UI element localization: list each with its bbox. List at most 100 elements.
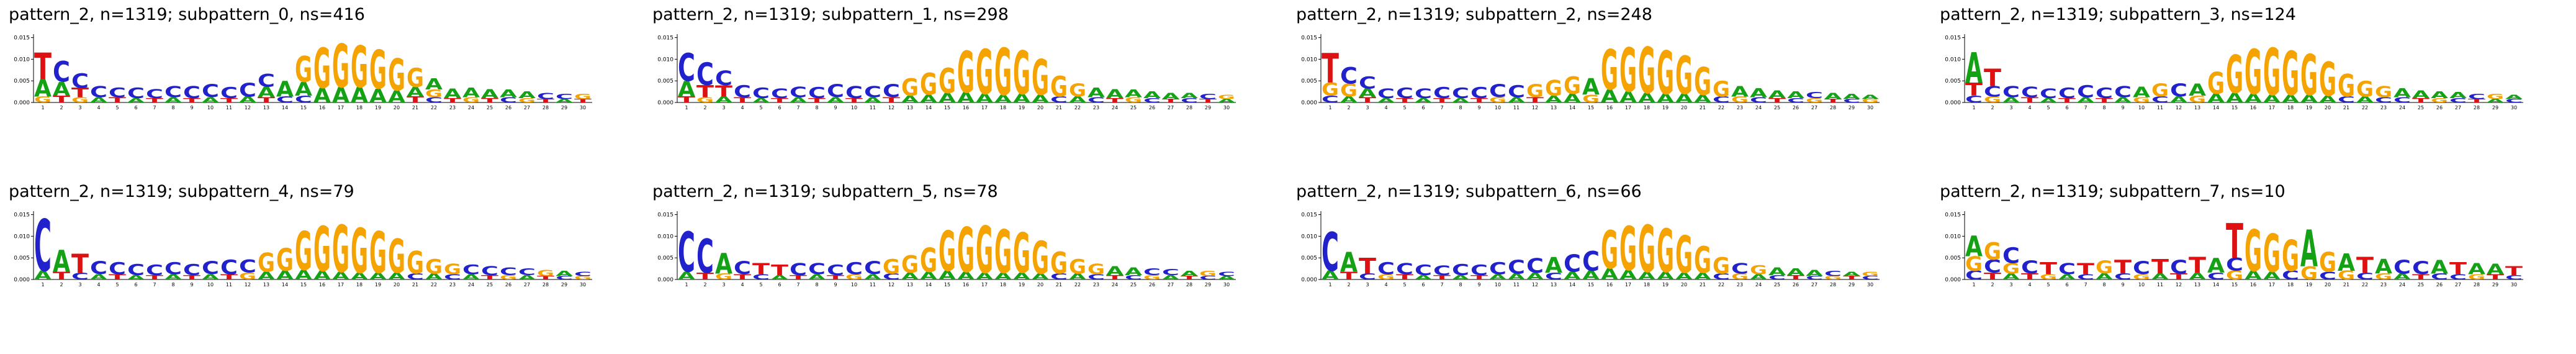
- svg-text:A: A: [1508, 96, 1525, 104]
- x-tick-label: 14: [1569, 105, 1575, 111]
- svg-text:C: C: [771, 86, 788, 101]
- logo-letter-A: A: [1106, 88, 1124, 101]
- logo-letter-A: A: [1069, 95, 1086, 105]
- x-tick-label: 1: [1972, 282, 1975, 288]
- svg-text:A: A: [2338, 250, 2356, 277]
- svg-text:T: T: [2505, 265, 2523, 278]
- logo-letter-G: G: [1713, 76, 1730, 102]
- logo-letter-A: A: [715, 95, 732, 105]
- logo-letter-G: G: [2468, 273, 2485, 281]
- svg-text:C: C: [127, 85, 145, 102]
- logo-letter-T: T: [2077, 260, 2094, 278]
- y-tick-label: 0.015: [1945, 212, 1961, 219]
- logo-letter-C: C: [696, 231, 714, 284]
- x-tick-label: 15: [300, 105, 307, 111]
- svg-text:A: A: [518, 89, 536, 101]
- logo-letter-C: C: [1199, 93, 1217, 101]
- svg-text:C: C: [2077, 82, 2094, 101]
- svg-text:T: T: [71, 85, 89, 101]
- svg-text:C: C: [239, 79, 256, 101]
- svg-text:T: T: [481, 97, 498, 104]
- svg-text:G: G: [1377, 273, 1395, 281]
- svg-text:T: T: [2487, 273, 2504, 281]
- svg-text:C: C: [2021, 258, 2038, 278]
- svg-text:C: C: [1843, 98, 1860, 104]
- svg-text:C: C: [696, 57, 714, 93]
- svg-text:G: G: [295, 48, 312, 90]
- svg-text:A: A: [2375, 255, 2393, 278]
- logo-letter-T: T: [1470, 274, 1488, 281]
- x-tick-label: 28: [2474, 282, 2480, 288]
- svg-text:G: G: [2319, 247, 2336, 278]
- logo-letter-C: C: [883, 272, 900, 282]
- logo-letter-T: T: [1433, 274, 1451, 281]
- svg-text:A: A: [202, 96, 219, 104]
- svg-text:G: G: [2282, 39, 2299, 109]
- logo-letter-G: G: [2487, 93, 2504, 101]
- logo-letter-A: A: [444, 86, 461, 101]
- svg-text:G: G: [388, 231, 405, 284]
- logo-letter-A: A: [1340, 247, 1358, 278]
- x-tick-label: 24: [1755, 105, 1762, 111]
- x-tick-label: 18: [2287, 282, 2294, 288]
- logo-letter-A: A: [2319, 94, 2337, 105]
- x-tick-label: 20: [1681, 282, 1687, 288]
- svg-text:C: C: [790, 260, 807, 279]
- svg-text:G: G: [2468, 273, 2485, 281]
- logo-letter-A: A: [1181, 270, 1198, 278]
- svg-text:G: G: [388, 50, 405, 101]
- svg-text:A: A: [864, 273, 881, 281]
- x-tick-label: 24: [1112, 105, 1118, 111]
- logo-letter-T: T: [696, 271, 714, 282]
- logo-panel: pattern_2, n=1319; subpattern_4, ns=79 0.…: [0, 177, 644, 354]
- y-tick-label: 0.010: [657, 57, 673, 63]
- logo-letter-A: A: [1638, 270, 1655, 282]
- logo-plot: 0.0000.0050.0100.015AC1TA2CT3AC4TC5AC6TC…: [14, 206, 592, 288]
- svg-text:T: T: [2077, 260, 2094, 278]
- logo-letter-A: A: [2207, 254, 2225, 278]
- svg-text:T: T: [1322, 45, 1339, 93]
- svg-text:C: C: [1984, 83, 2001, 100]
- logo-letter-A: A: [295, 267, 312, 283]
- logo-letter-C: C: [183, 83, 200, 102]
- svg-text:G: G: [1675, 226, 1693, 285]
- logo-letter-G: G: [920, 68, 937, 102]
- logo-letter-A: A: [1843, 93, 1860, 101]
- x-tick-label: 11: [226, 282, 232, 288]
- y-tick-label: 0.005: [1945, 255, 1961, 261]
- svg-text:G: G: [1013, 223, 1030, 286]
- x-tick-label: 22: [431, 105, 437, 111]
- svg-text:A: A: [2505, 94, 2523, 101]
- logo-letter-A: A: [2338, 250, 2356, 277]
- logo-letter-A: A: [332, 270, 349, 282]
- logo-letter-G: G: [1638, 36, 1655, 109]
- svg-text:G: G: [2375, 83, 2392, 101]
- svg-text:A: A: [678, 270, 695, 282]
- logo-letter-G: G: [351, 34, 368, 101]
- svg-text:T: T: [1433, 97, 1451, 104]
- x-tick-label: 26: [2436, 105, 2443, 111]
- logo-letter-G: G: [2226, 269, 2243, 283]
- logo-letter-G: G: [2356, 76, 2374, 102]
- logo-letter-G: G: [1713, 253, 1730, 279]
- logo-letter-C: C: [845, 83, 863, 102]
- svg-text:A: A: [1601, 265, 1618, 283]
- logo-letter-C: C: [752, 273, 770, 281]
- svg-text:A: A: [957, 270, 975, 282]
- logo-letter-G: G: [1069, 255, 1086, 278]
- x-tick-label: 11: [226, 105, 232, 111]
- logo-letter-G: G: [1526, 81, 1544, 102]
- logo-letter-A: A: [34, 269, 52, 283]
- panel-title: pattern_2, n=1319; subpattern_7, ns=10: [1940, 182, 2286, 201]
- svg-text:G: G: [351, 216, 368, 287]
- x-tick-label: 4: [2028, 105, 2031, 111]
- svg-text:A: A: [790, 96, 807, 104]
- x-tick-label: 6: [134, 282, 137, 288]
- logo-letter-A: A: [1750, 273, 1767, 281]
- logo-letter-A: A: [127, 97, 145, 104]
- svg-text:C: C: [574, 271, 592, 278]
- logo-letter-C: C: [574, 271, 592, 278]
- y-tick-label: 0.015: [1301, 212, 1317, 219]
- svg-text:G: G: [71, 96, 89, 104]
- svg-text:T: T: [407, 95, 425, 105]
